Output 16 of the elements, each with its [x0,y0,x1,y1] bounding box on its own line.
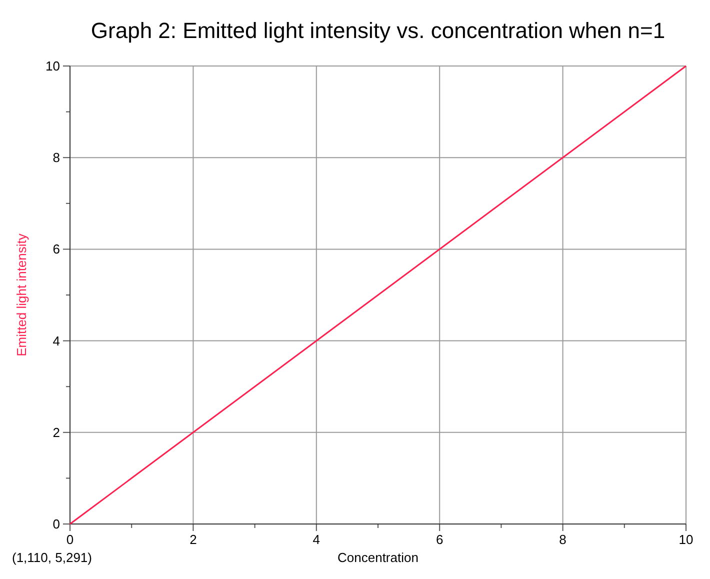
x-tick-label: 0 [66,532,74,547]
x-axis-title: Concentration [338,550,418,565]
x-tick-label: 10 [678,532,694,547]
x-tick-label: 8 [559,532,566,547]
x-tick-label: 2 [190,532,197,547]
text: (1,110, 5,291) [12,550,92,565]
y-tick-label: 0 [52,516,60,532]
y-tick-label: 2 [52,424,60,440]
x-tick-label: 6 [436,532,444,547]
y-tick-label: 10 [46,58,60,74]
x-tick-label: 4 [312,532,320,547]
y-axis-title: Emitted light intensity [14,233,29,356]
y-tick-label: 4 [52,333,60,348]
chart-title: Graph 2: Emitted light intensity vs. concentration when n=1 [90,18,666,43]
y-tick-label: 6 [52,242,60,257]
y-tick-label: 8 [52,150,60,166]
